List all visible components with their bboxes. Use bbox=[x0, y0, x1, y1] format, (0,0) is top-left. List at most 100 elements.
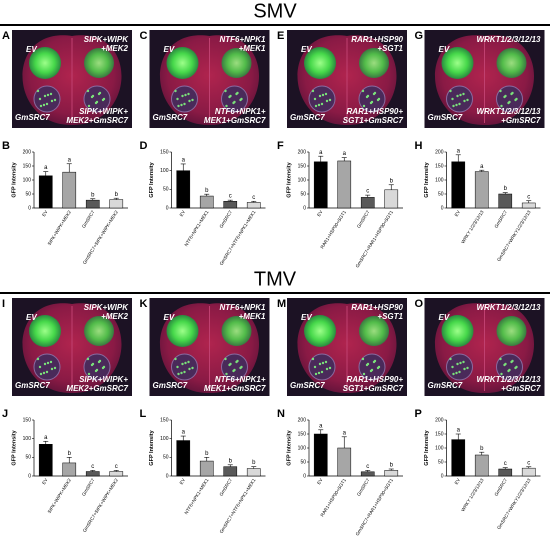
significance-letter: c bbox=[366, 189, 369, 195]
leaf-label: +MEK2 bbox=[101, 312, 128, 321]
speckle bbox=[325, 367, 329, 371]
x-tick-label: EV bbox=[316, 209, 324, 218]
spot bbox=[166, 47, 199, 79]
speckle bbox=[362, 372, 366, 376]
bar bbox=[85, 471, 100, 477]
speckle bbox=[176, 365, 179, 369]
speckle bbox=[313, 365, 317, 369]
significance-letter: b bbox=[252, 460, 256, 466]
speckle bbox=[36, 357, 40, 361]
x-tick-label: WRKY 1/2/3/12/13 bbox=[460, 209, 485, 244]
y-axis-label: GFP Intensity bbox=[286, 161, 292, 197]
significance-letter: a bbox=[343, 151, 347, 157]
speckle bbox=[456, 362, 459, 366]
speckle bbox=[177, 104, 180, 108]
bar bbox=[246, 202, 261, 209]
bar bbox=[62, 171, 77, 209]
significance-letter: c bbox=[527, 460, 530, 466]
speckle bbox=[181, 362, 184, 366]
leaf-label: +GmSRC7 bbox=[501, 116, 541, 125]
speckle bbox=[225, 372, 228, 376]
significance-letter: a bbox=[457, 148, 461, 154]
bar bbox=[176, 170, 191, 209]
speckle bbox=[449, 357, 452, 361]
speckle bbox=[86, 89, 90, 93]
spot bbox=[441, 47, 474, 79]
spot bbox=[496, 85, 523, 113]
speckle bbox=[511, 91, 514, 95]
speckle bbox=[39, 104, 43, 108]
significance-letter: b bbox=[504, 186, 508, 192]
leaf-label: EV bbox=[301, 45, 312, 54]
panel-letter: B bbox=[2, 140, 10, 152]
speckle bbox=[508, 100, 511, 104]
speckle bbox=[317, 103, 321, 107]
leaf-label: WRKT1/2/3/12/13 bbox=[476, 303, 541, 312]
y-tick-label: 0 bbox=[303, 473, 306, 479]
section-title: TMV bbox=[254, 268, 297, 290]
spot bbox=[29, 315, 61, 347]
speckle bbox=[320, 102, 324, 106]
panel-letter: E bbox=[277, 30, 284, 42]
panel-letter: D bbox=[140, 140, 148, 152]
spot bbox=[83, 353, 111, 381]
bar bbox=[384, 189, 399, 209]
speckle bbox=[236, 91, 239, 95]
y-tick-label: 200 bbox=[298, 149, 307, 155]
speckle bbox=[43, 362, 47, 366]
leaf-label: WRKT1/2/3/12/13 bbox=[476, 375, 541, 384]
y-tick-label: 150 bbox=[23, 417, 32, 423]
bar bbox=[498, 468, 513, 477]
leaf-label: NTF6+NPK1+ bbox=[215, 375, 266, 384]
speckle bbox=[188, 99, 191, 103]
speckle bbox=[38, 97, 42, 101]
x-tick-label: EV bbox=[454, 477, 462, 486]
significance-letter: b bbox=[229, 458, 233, 464]
speckle bbox=[455, 371, 458, 375]
leaf-label: GmSRC7 bbox=[428, 113, 463, 122]
bar bbox=[223, 466, 238, 477]
y-tick-label: 50 bbox=[438, 459, 444, 465]
speckle bbox=[377, 97, 381, 101]
leaf-label: GmSRC7 bbox=[290, 113, 325, 122]
speckle bbox=[504, 94, 507, 98]
leaf-label: RAR1+HSP90 bbox=[351, 35, 403, 44]
y-tick-label: 50 bbox=[438, 191, 444, 197]
bar bbox=[246, 468, 261, 477]
y-tick-label: 0 bbox=[166, 473, 169, 479]
speckle bbox=[515, 97, 518, 101]
speckle bbox=[500, 372, 503, 376]
speckle bbox=[311, 89, 315, 93]
y-tick-label: 200 bbox=[23, 149, 32, 155]
y-tick-label: 150 bbox=[435, 163, 444, 169]
speckle bbox=[313, 97, 317, 101]
leaf-label: SGT1+GmSRC7 bbox=[343, 116, 404, 125]
x-tick-label: GmSRC7 bbox=[218, 209, 233, 229]
speckle bbox=[87, 104, 91, 108]
speckle bbox=[456, 94, 459, 98]
leaf-label: NTF6+NPK1+ bbox=[215, 107, 266, 116]
y-tick-label: 0 bbox=[441, 473, 444, 479]
speckle bbox=[373, 91, 377, 95]
y-tick-label: 100 bbox=[160, 436, 169, 442]
y-tick-label: 200 bbox=[435, 417, 444, 423]
y-axis-label: GFP Intensity bbox=[149, 161, 155, 197]
leaf-label: EV bbox=[26, 313, 37, 322]
speckle bbox=[325, 99, 329, 103]
y-tick-label: 0 bbox=[28, 205, 31, 211]
x-tick-label: EV bbox=[41, 209, 49, 218]
leaf-label: WRKT1/2/3/12/13 bbox=[476, 107, 541, 116]
speckle bbox=[317, 371, 321, 375]
leaf-label: MEK1+GmSRC7 bbox=[204, 116, 266, 125]
speckle bbox=[181, 94, 184, 98]
significance-letter: c bbox=[504, 461, 507, 467]
bar bbox=[337, 160, 352, 209]
spot bbox=[166, 315, 199, 347]
y-tick-label: 150 bbox=[298, 431, 307, 437]
significance-letter: a bbox=[182, 430, 186, 436]
speckle bbox=[184, 93, 187, 97]
significance-letter: b bbox=[68, 451, 72, 457]
significance-letter: b bbox=[91, 192, 95, 198]
significance-letter: a bbox=[457, 428, 461, 434]
speckle bbox=[499, 89, 502, 93]
